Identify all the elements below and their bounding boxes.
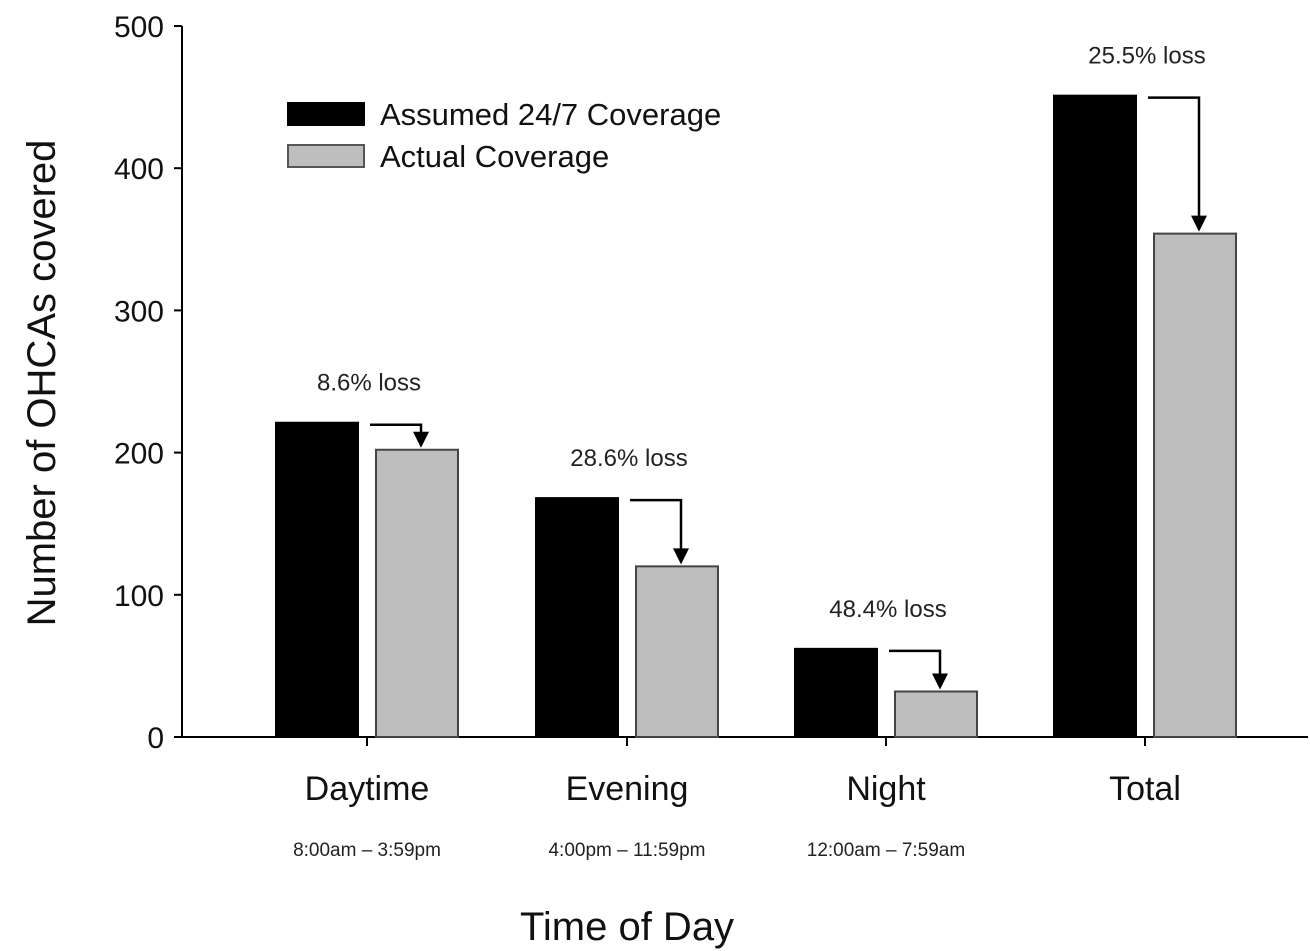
loss-annotation: 28.6% loss [570,445,687,472]
x-tick-label: Total [1109,770,1181,808]
y-tick-label: 500 [114,11,164,44]
bar-actual-daytime [375,448,459,738]
bar-actual-night [894,690,978,738]
loss-arrow [889,649,942,676]
loss-arrowhead [932,673,948,690]
loss-annotation: 8.6% loss [317,370,421,397]
annotations: 8.6% loss 28.6% loss 48.4% loss 25.5% loss [317,43,1207,690]
loss-arrowhead [673,548,689,565]
x-axis-title: Time of Day [520,905,734,949]
bar-assumed-daytime [275,421,359,738]
x-tick-sublabel: 12:00am – 7:59am [807,840,965,861]
loss-arrow [630,498,683,551]
loss-annotation: 48.4% loss [829,596,946,623]
y-ticks: 0 100 200 300 400 500 [114,11,182,755]
y-tick-label: 100 [114,580,164,613]
loss-annotation: 25.5% loss [1088,43,1205,70]
x-tick-label: Evening [566,770,689,808]
x-tick-label: Daytime [305,770,430,808]
legend-swatch-actual [287,144,365,168]
x-tick-sublabel: 8:00am – 3:59pm [293,840,441,861]
y-tick-label: 0 [147,722,164,755]
bar-assumed-total [1053,94,1137,739]
x-ticks [366,737,1146,746]
legend: Assumed 24/7 Coverage Actual Coverage [287,97,721,174]
bar-actual-total [1153,232,1237,738]
legend-label-actual: Actual Coverage [380,139,609,174]
loss-arrow [370,423,423,434]
x-tick-label: Night [846,770,926,808]
loss-arrow [1148,96,1201,218]
y-tick-label: 300 [114,295,164,328]
y-axis-title: Number of OHCAs covered [20,140,64,627]
category-labels: Daytime 8:00am – 3:59pm Evening 4:00pm – 11… [293,770,1181,861]
bar-actual-evening [635,565,719,738]
y-tick-label: 200 [114,438,164,471]
legend-swatch-assumed [287,102,365,126]
x-tick-sublabel: 4:00pm – 11:59pm [548,840,705,861]
bar-assumed-evening [535,497,619,738]
y-tick-label: 400 [114,153,164,186]
loss-arrowhead [1191,215,1207,232]
bar-assumed-night [794,647,878,738]
legend-label-assumed: Assumed 24/7 Coverage [380,97,721,132]
bars [275,94,1237,739]
loss-arrowhead [413,431,429,448]
